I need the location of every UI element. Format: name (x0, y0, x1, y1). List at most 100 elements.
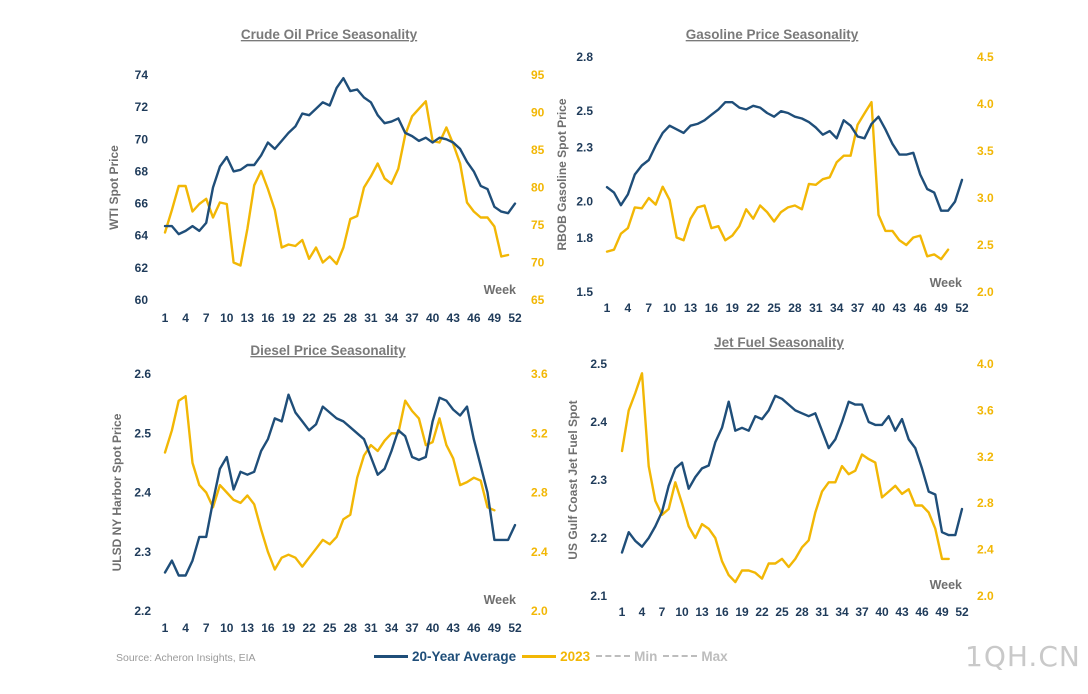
chart4-x-tick-25: 25 (775, 605, 789, 619)
chart3-y2-tick-2-0: 2.0 (531, 604, 548, 618)
chart4-x-tick-49: 49 (935, 605, 949, 619)
chart4-y-tick-2-2: 2.2 (590, 531, 607, 545)
legend-2023: 2023 (522, 649, 590, 664)
chart3-x-tick-49: 49 (488, 621, 502, 635)
chart1-x-tick-37: 37 (405, 311, 419, 325)
legend-avg-swatch (374, 654, 408, 658)
chart1-y-tick-70: 70 (135, 132, 149, 146)
chart3-y-axis-label: ULSD NY Harbor Spot Price (110, 413, 124, 571)
chart2-x-tick-34: 34 (830, 301, 844, 315)
chart1-x-tick-10: 10 (220, 311, 234, 325)
chart4-x-tick-10: 10 (675, 605, 689, 619)
chart2-x-tick-52: 52 (955, 301, 969, 315)
chart4-y-tick-2-4: 2.4 (590, 415, 607, 429)
chart4-y-tick-2-5: 2.5 (590, 357, 607, 371)
chart4-x-tick-46: 46 (915, 605, 929, 619)
chart1-y-tick-74: 74 (135, 68, 149, 82)
chart4-x-tick-13: 13 (695, 605, 709, 619)
chart1-x-tick-1: 1 (162, 311, 169, 325)
legend-max-swatch (663, 655, 698, 657)
chart3-x-tick-52: 52 (508, 621, 522, 635)
chart4-series-20-year-average-line (620, 394, 964, 554)
legend-avg-label: 20-Year Average (412, 648, 517, 664)
chart2-x-tick-19: 19 (726, 301, 740, 315)
chart1-x-tick-43: 43 (447, 311, 461, 325)
chart3-y2-tick-2-4: 2.4 (531, 545, 548, 559)
chart1-y-tick-72: 72 (135, 100, 149, 114)
legend-min: Min (596, 649, 657, 664)
chart3-x-tick-13: 13 (241, 621, 255, 635)
chart3-y2-tick-3-6: 3.6 (531, 367, 548, 381)
chart4-y2-tick-3-6: 3.6 (977, 403, 994, 417)
chart1-x-tick-22: 22 (302, 311, 316, 325)
chart2-title: Gasoline Price Seasonality (686, 27, 859, 42)
chart4-x-tick-28: 28 (795, 605, 809, 619)
chart3-x-tick-22: 22 (302, 621, 316, 635)
chart4-y-tick-2-1: 2.1 (590, 589, 607, 603)
chart2-x-tick-37: 37 (851, 301, 865, 315)
chart2-x-tick-13: 13 (684, 301, 698, 315)
chart1-y2-tick-70: 70 (531, 256, 545, 270)
chart1-y-axis-label: WTI Spot Price (107, 145, 121, 230)
chart2-x-tick-7: 7 (645, 301, 652, 315)
chart1-y2-tick-75: 75 (531, 218, 545, 232)
chart3-title: Diesel Price Seasonality (250, 343, 406, 358)
chart3-x-tick-46: 46 (467, 621, 481, 635)
chart3-y2-tick-3-2: 3.2 (531, 426, 548, 440)
chart1-x-tick-49: 49 (488, 311, 502, 325)
chart4-series-2023-line (620, 372, 950, 584)
chart3-x-tick-25: 25 (323, 621, 337, 635)
chart3-x-tick-1: 1 (162, 621, 169, 635)
chart2-y-tick-2-0: 2.0 (576, 195, 593, 209)
chart1-x-tick-34: 34 (385, 311, 399, 325)
chart3-x-axis-label: Week (484, 593, 516, 607)
legend-2023-label: 2023 (560, 648, 591, 664)
chart4-y-axis-label: US Gulf Coast Jet Fuel Spot (566, 400, 580, 559)
chart3-y-tick-2-2: 2.2 (134, 604, 151, 618)
legend: 20-Year Average 2023 Min Max (374, 646, 734, 666)
watermark: 1QH.CN (965, 640, 1081, 673)
chart3-x-tick-10: 10 (220, 621, 234, 635)
chart4-y-tick-2-3: 2.3 (590, 473, 607, 487)
chart1-y2-tick-90: 90 (531, 106, 545, 120)
chart4-y2-tick-2-4: 2.4 (977, 543, 994, 557)
chart4-x-axis-label: Week (930, 578, 962, 592)
legend-max-label: Max (701, 648, 728, 664)
chart2-x-tick-25: 25 (767, 301, 781, 315)
chart3-x-tick-40: 40 (426, 621, 440, 635)
chart4-x-tick-4: 4 (639, 605, 646, 619)
chart1-x-tick-4: 4 (182, 311, 189, 325)
chart2-y2-tick-3-0: 3.0 (977, 191, 994, 205)
chart4-x-tick-1: 1 (619, 605, 626, 619)
chart4-x-tick-37: 37 (855, 605, 869, 619)
chart2-x-tick-46: 46 (914, 301, 928, 315)
chart4-x-tick-22: 22 (755, 605, 769, 619)
chart1-y-tick-62: 62 (135, 261, 149, 275)
chart4-x-tick-19: 19 (735, 605, 749, 619)
chart3-y2-tick-2-8: 2.8 (531, 486, 548, 500)
chart1-series-2023-line (163, 100, 510, 267)
chart2-x-tick-10: 10 (663, 301, 677, 315)
chart3-x-tick-43: 43 (447, 621, 461, 635)
chart2-x-tick-16: 16 (705, 301, 719, 315)
chart1-x-axis-label: Week (484, 283, 516, 297)
legend-avg: 20-Year Average (374, 649, 516, 664)
chart4-y2-tick-2-8: 2.8 (977, 496, 994, 510)
chart2-y2-tick-3-5: 3.5 (977, 144, 994, 158)
chart3-x-tick-28: 28 (344, 621, 358, 635)
chart4-x-tick-52: 52 (955, 605, 969, 619)
chart4-x-tick-16: 16 (715, 605, 729, 619)
chart1-title: Crude Oil Price Seasonality (241, 27, 418, 42)
chart1-y-tick-60: 60 (135, 293, 149, 307)
chart2-series-20-year-average-line (605, 100, 964, 212)
chart2-y-axis-label: RBOB Gasoline Spot Price (555, 98, 569, 250)
chart1-y2-tick-85: 85 (531, 143, 545, 157)
chart4-y2-tick-4-0: 4.0 (977, 357, 994, 371)
chart3-x-tick-19: 19 (282, 621, 296, 635)
chart3-x-tick-16: 16 (261, 621, 275, 635)
chart1-y-tick-66: 66 (135, 197, 149, 211)
chart2-y2-tick-4-5: 4.5 (977, 50, 994, 64)
chart4-x-tick-34: 34 (835, 605, 849, 619)
chart3-x-tick-31: 31 (364, 621, 378, 635)
